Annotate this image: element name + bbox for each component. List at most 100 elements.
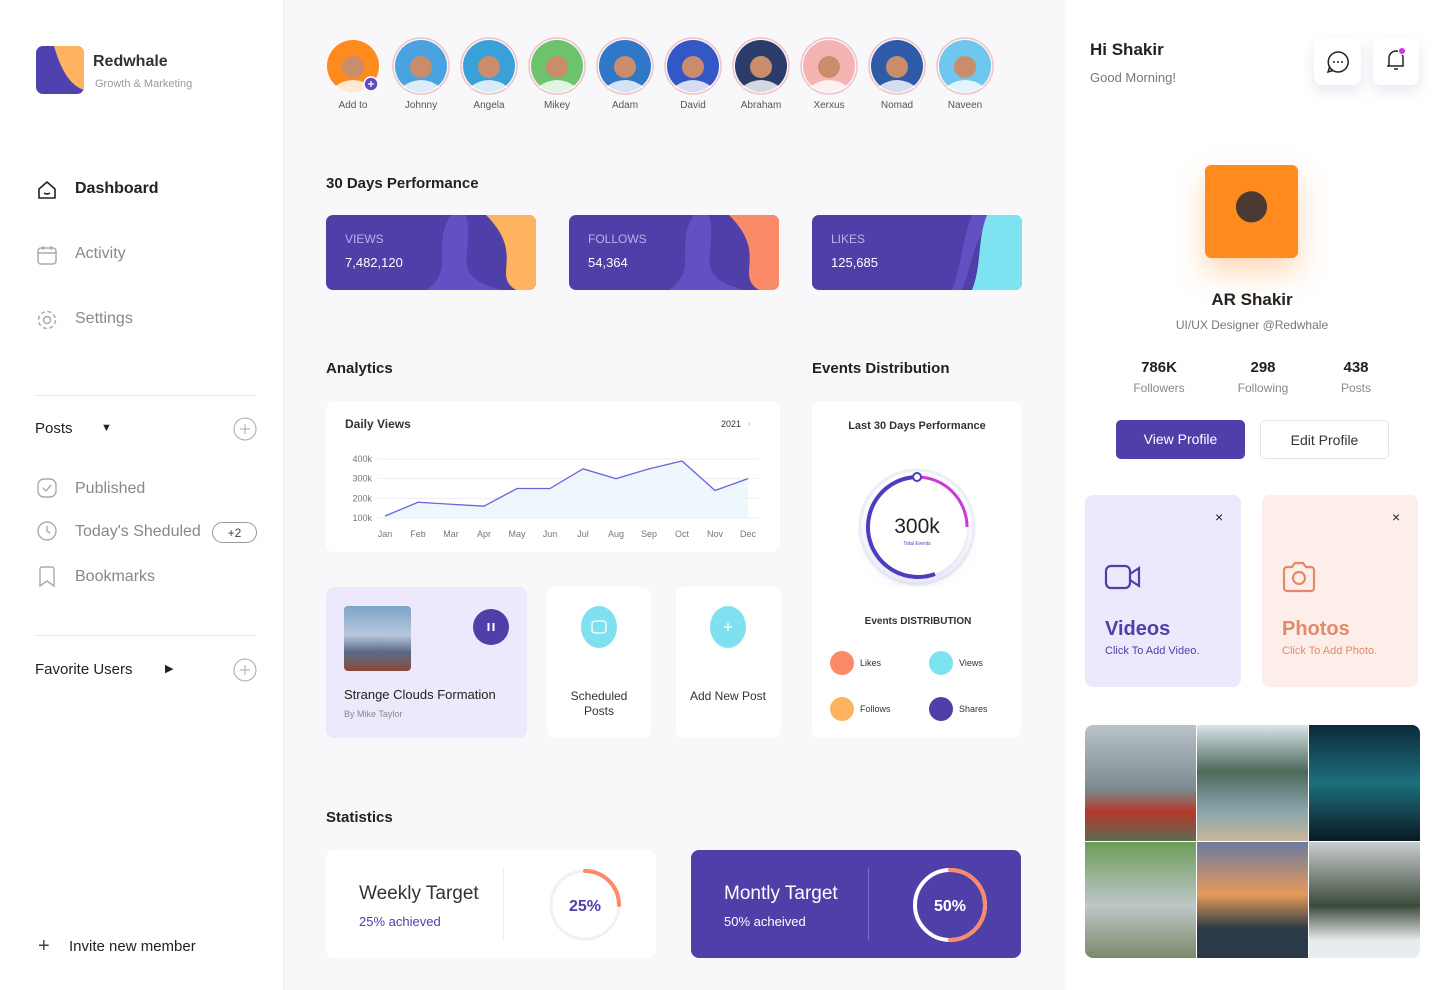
line-chart: Daily Views 2021 › 100k 200k 300k 400k Jan Fe… <box>345 417 758 539</box>
card-accent <box>486 215 536 290</box>
avatar-body <box>810 80 848 92</box>
view-profile-button[interactable]: View Profile <box>1116 420 1245 459</box>
avatar-face <box>682 56 704 78</box>
upload-card[interactable] <box>1085 495 1241 687</box>
story-name: Angela <box>473 100 505 111</box>
add-story-plus <box>368 81 374 87</box>
avatar-body <box>946 80 984 92</box>
section-title: 30 Days Performance <box>326 175 479 192</box>
close-button[interactable]: × <box>1215 509 1224 525</box>
brand-name: Redwhale <box>93 53 168 70</box>
stat-title: Weekly Target <box>359 883 479 904</box>
story-avatar[interactable] <box>936 37 996 97</box>
upload-icon <box>1282 561 1316 593</box>
story-avatar[interactable] <box>596 37 656 97</box>
ring-label: 50% <box>934 898 966 915</box>
line-area <box>385 460 748 518</box>
nav-item[interactable]: Activity <box>75 245 126 262</box>
stat-card <box>326 850 656 958</box>
pause-button[interactable] <box>473 609 509 645</box>
story-avatar[interactable] <box>664 37 724 97</box>
legend-label: Views <box>959 658 983 668</box>
posts-item[interactable]: Bookmarks <box>75 568 156 585</box>
select-arrow[interactable]: › <box>748 419 751 428</box>
gallery-photo[interactable] <box>1197 725 1308 841</box>
card-title: Last 30 Days Performance <box>848 420 986 432</box>
story-name: Add to <box>338 100 368 111</box>
notification-button[interactable] <box>1373 38 1419 85</box>
year-select[interactable]: 2021 <box>721 419 741 429</box>
stat-divider <box>868 868 869 940</box>
divider <box>35 395 255 396</box>
close-button[interactable]: × <box>1392 509 1401 525</box>
gallery-photo[interactable] <box>1309 842 1420 958</box>
gallery-photo[interactable] <box>1197 842 1308 958</box>
story-avatar[interactable] <box>392 37 452 97</box>
invite-link[interactable]: Invite new member <box>69 938 196 955</box>
avatar-ring <box>800 37 858 95</box>
nav-item[interactable]: Dashboard <box>75 180 159 197</box>
upload-title: Videos <box>1105 618 1171 640</box>
avatar-body <box>402 80 440 92</box>
card-value: 7,482,120 <box>345 255 403 270</box>
story-avatar[interactable] <box>324 37 384 97</box>
dropdown-arrow[interactable]: ▼ <box>101 422 112 434</box>
story-name: Mikey <box>543 100 571 111</box>
x-tick-label: Sep <box>641 529 657 539</box>
upload-title: Photos <box>1282 618 1350 640</box>
x-tick-label: Nov <box>707 529 724 539</box>
logo <box>36 46 84 94</box>
gallery-photo[interactable] <box>1085 725 1196 841</box>
section-title[interactable]: Favorite Users <box>35 661 133 678</box>
avatar-face <box>614 56 636 78</box>
x-tick-label: Apr <box>477 529 491 539</box>
performance-card[interactable] <box>326 215 536 290</box>
posts-item[interactable]: Published <box>75 480 146 497</box>
add-button[interactable] <box>233 658 257 682</box>
line <box>384 460 749 517</box>
avatar-ring <box>732 37 790 95</box>
add-button[interactable] <box>233 417 257 441</box>
posts-item[interactable]: Today's Sheduled <box>75 523 201 540</box>
x-tick-label: Jan <box>378 529 393 539</box>
media-title: Strange Clouds Formation <box>344 687 496 702</box>
avatar-body <box>878 80 916 92</box>
card-label: LIKES <box>831 232 866 246</box>
avatar-ring <box>664 37 722 95</box>
message-icon <box>1326 51 1349 74</box>
icon-part <box>1129 565 1141 589</box>
legend-label: Follows <box>860 704 891 714</box>
action-icon <box>581 606 617 648</box>
avatar-ring <box>596 37 654 95</box>
profile-stat-value: 786K <box>1141 359 1177 376</box>
nav-item[interactable]: Settings <box>75 310 133 327</box>
sidebar <box>0 0 284 990</box>
chart-title: Daily Views <box>345 417 411 431</box>
stat-note: 25% achieved <box>359 914 441 929</box>
events-total-label: Total Events <box>903 541 931 547</box>
story-avatar[interactable] <box>732 37 792 97</box>
story-avatar[interactable] <box>528 37 588 97</box>
x-tick-label: May <box>508 529 526 539</box>
nav-icon <box>37 246 57 265</box>
edit-profile-button[interactable]: Edit Profile <box>1260 420 1389 459</box>
story-name: Naveen <box>947 100 983 111</box>
legend-icon <box>929 651 953 675</box>
performance-card[interactable] <box>812 215 1022 290</box>
icon-part <box>1282 561 1316 593</box>
avatar-body <box>334 80 372 92</box>
card-accent <box>729 215 779 290</box>
gallery-photo[interactable] <box>1085 842 1196 958</box>
profile-stat-value: 298 <box>1250 359 1276 376</box>
profile-photo <box>1205 165 1298 258</box>
performance-card[interactable] <box>569 215 779 290</box>
legend-label: Likes <box>860 658 882 668</box>
section-title[interactable]: Posts <box>35 420 73 437</box>
story-avatar[interactable] <box>460 37 520 97</box>
expand-arrow[interactable]: ▶ <box>165 663 174 675</box>
story-avatar[interactable] <box>800 37 860 97</box>
story-avatar[interactable] <box>868 37 928 97</box>
plus-icon: + <box>38 935 50 957</box>
gallery-photo[interactable] <box>1309 725 1420 841</box>
action-label: Scheduled Posts <box>570 689 628 718</box>
